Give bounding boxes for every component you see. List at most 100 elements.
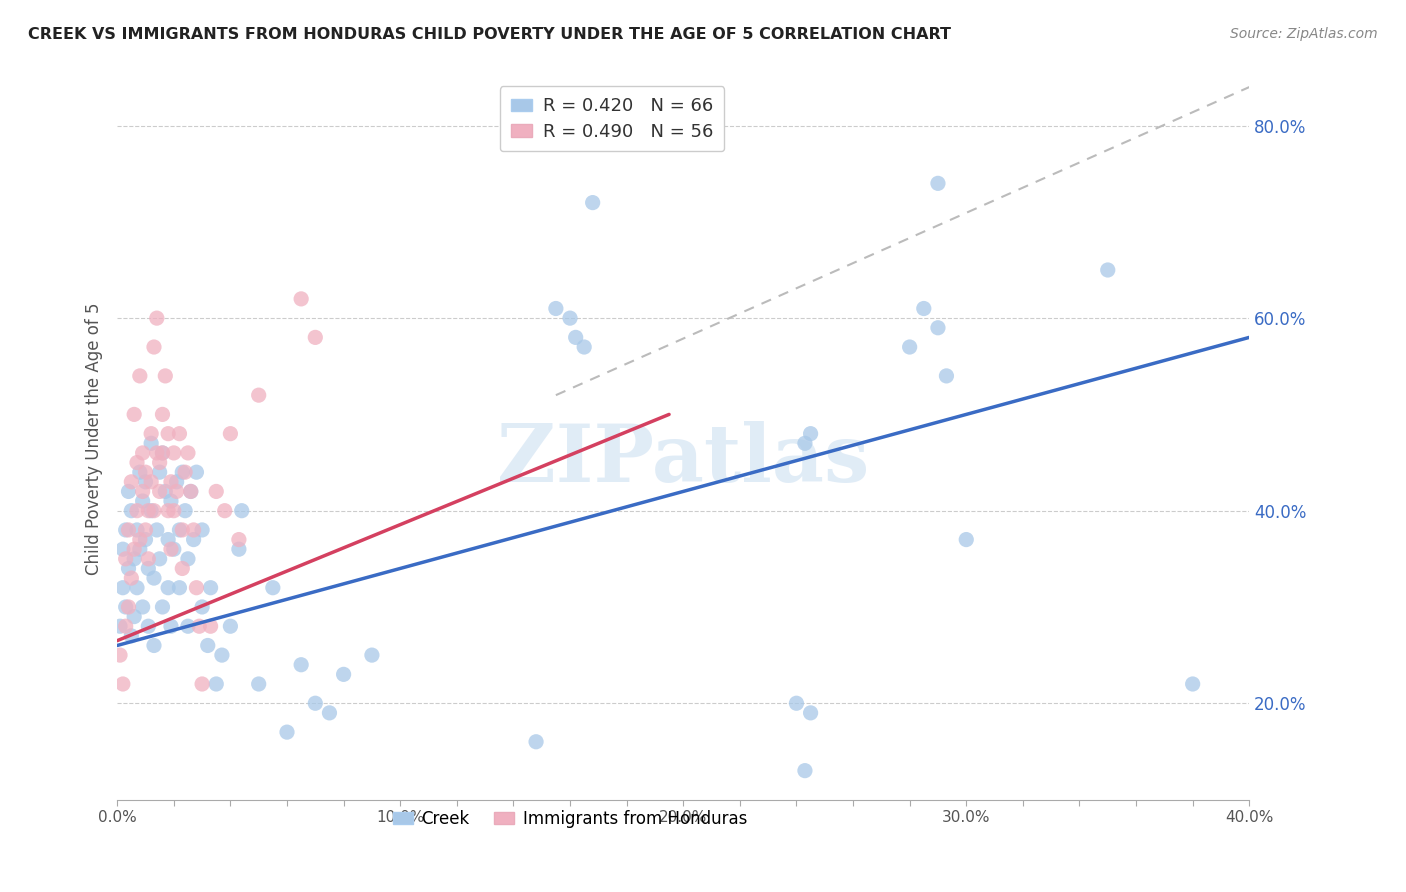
Point <box>564 330 586 344</box>
Point <box>128 465 150 479</box>
Point <box>149 456 172 470</box>
Point <box>134 533 156 547</box>
Y-axis label: Child Poverty Under the Age of 5: Child Poverty Under the Age of 5 <box>86 302 103 574</box>
Point <box>247 388 270 402</box>
Point <box>177 551 200 566</box>
Point <box>361 648 384 662</box>
Text: CREEK VS IMMIGRANTS FROM HONDURAS CHILD POVERTY UNDER THE AGE OF 5 CORRELATION C: CREEK VS IMMIGRANTS FROM HONDURAS CHILD … <box>28 27 950 42</box>
Point <box>800 706 823 720</box>
Point <box>114 599 136 614</box>
Point <box>262 581 284 595</box>
Point <box>188 619 211 633</box>
Point <box>141 504 163 518</box>
Point <box>935 368 957 383</box>
Point <box>186 581 208 595</box>
Point <box>160 619 183 633</box>
Point <box>166 484 188 499</box>
Point <box>125 456 148 470</box>
Point <box>128 542 150 557</box>
Point <box>152 446 174 460</box>
Text: Source: ZipAtlas.com: Source: ZipAtlas.com <box>1230 27 1378 41</box>
Point <box>169 426 191 441</box>
Point <box>228 542 250 557</box>
Point <box>544 301 567 316</box>
Point <box>160 542 183 557</box>
Point <box>183 523 205 537</box>
Point <box>152 599 174 614</box>
Point <box>231 504 253 518</box>
Point <box>558 311 581 326</box>
Point <box>793 436 815 450</box>
Point <box>125 581 148 595</box>
Point <box>122 551 145 566</box>
Point <box>114 619 136 633</box>
Point <box>120 504 142 518</box>
Point <box>155 484 177 499</box>
Point <box>141 475 163 489</box>
Point <box>927 177 949 191</box>
Point <box>122 609 145 624</box>
Point <box>290 657 312 672</box>
Point <box>180 484 202 499</box>
Point <box>1181 677 1204 691</box>
Point <box>157 581 180 595</box>
Point <box>152 408 174 422</box>
Point <box>122 408 145 422</box>
Point <box>155 368 177 383</box>
Point <box>572 340 595 354</box>
Point <box>157 504 180 518</box>
Point <box>134 523 156 537</box>
Point <box>117 484 139 499</box>
Point <box>149 551 172 566</box>
Point <box>141 436 163 450</box>
Point <box>117 561 139 575</box>
Point <box>186 465 208 479</box>
Point <box>134 475 156 489</box>
Point <box>108 619 131 633</box>
Point <box>114 523 136 537</box>
Point <box>200 581 222 595</box>
Point <box>183 533 205 547</box>
Point <box>131 484 153 499</box>
Point <box>108 648 131 662</box>
Point <box>793 764 815 778</box>
Point <box>785 696 807 710</box>
Point <box>290 292 312 306</box>
Point <box>177 446 200 460</box>
Point <box>117 523 139 537</box>
Point <box>117 599 139 614</box>
Point <box>205 484 228 499</box>
Point <box>197 639 219 653</box>
Point <box>146 523 169 537</box>
Point <box>898 340 921 354</box>
Point <box>169 581 191 595</box>
Point <box>152 446 174 460</box>
Point <box>111 581 134 595</box>
Point <box>332 667 354 681</box>
Point <box>125 523 148 537</box>
Legend: Creek, Immigrants from Honduras: Creek, Immigrants from Honduras <box>387 803 754 835</box>
Point <box>143 340 166 354</box>
Point <box>247 677 270 691</box>
Point <box>169 523 191 537</box>
Point <box>1097 263 1119 277</box>
Text: ZIPatlas: ZIPatlas <box>498 421 869 500</box>
Point <box>143 571 166 585</box>
Point <box>146 311 169 326</box>
Point <box>122 542 145 557</box>
Point <box>120 571 142 585</box>
Point <box>114 551 136 566</box>
Point <box>157 533 180 547</box>
Point <box>172 465 194 479</box>
Point <box>219 619 242 633</box>
Point <box>163 504 186 518</box>
Point <box>131 446 153 460</box>
Point <box>180 484 202 499</box>
Point <box>134 465 156 479</box>
Point <box>141 426 163 441</box>
Point <box>200 619 222 633</box>
Point <box>191 599 214 614</box>
Point <box>214 504 236 518</box>
Point <box>160 494 183 508</box>
Point <box>304 330 326 344</box>
